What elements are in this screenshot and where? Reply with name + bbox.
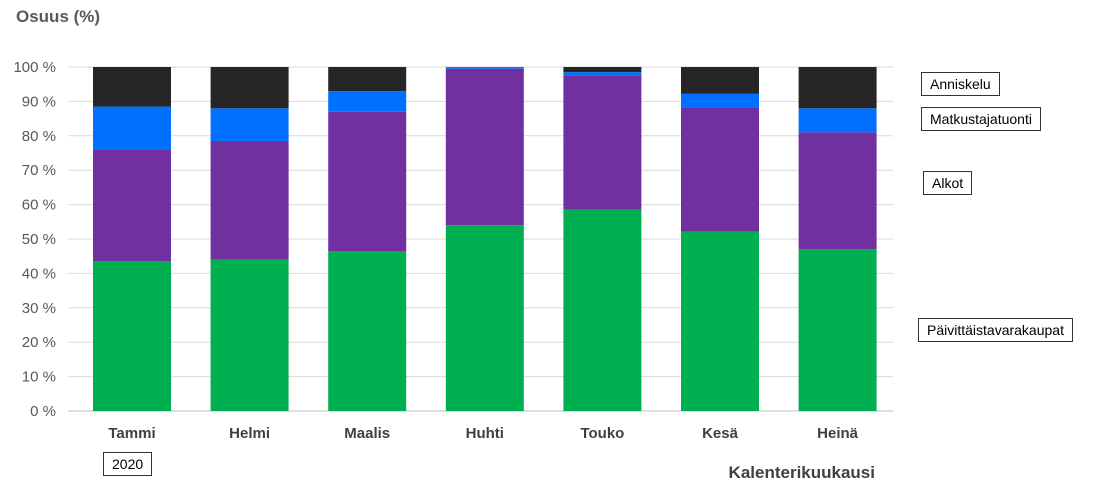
y-tick-label: 90 % bbox=[22, 93, 56, 110]
y-tick-label: 100 % bbox=[13, 59, 56, 76]
y-tick-label: 20 % bbox=[22, 334, 56, 351]
bar-segment bbox=[93, 67, 171, 107]
y-tick-label: 40 % bbox=[22, 265, 56, 282]
bar-segment bbox=[328, 251, 407, 411]
bar-segment bbox=[798, 67, 877, 109]
bar-segment bbox=[93, 261, 171, 411]
legend-item: Matkustajatuonti bbox=[921, 107, 1041, 131]
bar-segment bbox=[445, 67, 524, 69]
category-label: Helmi bbox=[229, 425, 270, 442]
bar-segment bbox=[563, 75, 642, 210]
legend-item: Anniskelu bbox=[921, 72, 1000, 96]
bar-segment bbox=[798, 108, 877, 133]
bar-segment bbox=[93, 106, 171, 150]
y-tick-label: 50 % bbox=[22, 231, 56, 248]
bar-segment bbox=[328, 67, 407, 92]
bar-segment bbox=[210, 140, 289, 260]
bar-segment bbox=[563, 72, 642, 76]
y-tick-label: 0 % bbox=[30, 403, 56, 420]
bar-segment bbox=[681, 107, 759, 232]
y-tick-label: 30 % bbox=[22, 300, 56, 317]
y-tick-label: 80 % bbox=[22, 128, 56, 145]
bar-segment bbox=[210, 108, 289, 141]
year-label: 2020 bbox=[103, 452, 153, 476]
bar-segment bbox=[328, 91, 407, 112]
category-label: Kesä bbox=[702, 425, 739, 442]
y-tick-label: 70 % bbox=[22, 162, 56, 179]
category-label: Maalis bbox=[344, 425, 390, 442]
bar-segment bbox=[445, 68, 524, 226]
category-label: Tammi bbox=[108, 425, 155, 442]
bar-segment bbox=[798, 132, 877, 250]
bar-segment bbox=[681, 67, 759, 94]
bar-segment bbox=[210, 67, 289, 109]
category-label: Huhti bbox=[466, 425, 504, 442]
bar-segment bbox=[798, 249, 877, 411]
category-label: Heinä bbox=[817, 425, 859, 442]
bar-segment bbox=[563, 67, 642, 73]
bar-segment bbox=[445, 225, 524, 411]
legend-item: Alkot bbox=[923, 171, 973, 195]
y-tick-labels: 0 % 10 % 20 % 30 % 40 % 50 % 60 % 70 % 80 % 90 % 1… bbox=[13, 59, 56, 420]
y-tick-label: 10 % bbox=[22, 369, 56, 386]
bar-segment bbox=[563, 209, 642, 411]
bar-segment bbox=[328, 111, 407, 252]
x-axis-title: Kalenterikuukausi bbox=[729, 463, 875, 482]
bars bbox=[93, 67, 877, 411]
legend-item: Päivittäistavarakaupat bbox=[918, 318, 1073, 342]
bar-segment bbox=[681, 231, 759, 411]
bar-segment bbox=[210, 259, 289, 411]
bar-segment bbox=[93, 149, 171, 262]
bar-segment bbox=[681, 93, 759, 108]
y-tick-label: 60 % bbox=[22, 197, 56, 214]
category-labels: Tammi Helmi Maalis Huhti Touko Kesä Heinä bbox=[108, 425, 858, 442]
y-axis-title: Osuus (%) bbox=[16, 7, 100, 26]
category-label: Touko bbox=[580, 425, 624, 442]
